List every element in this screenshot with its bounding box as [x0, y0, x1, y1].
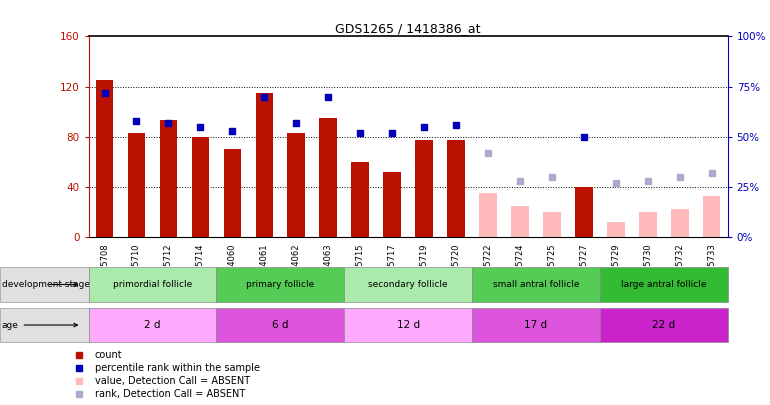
- Text: primordial follicle: primordial follicle: [113, 280, 192, 289]
- Bar: [256, 93, 273, 237]
- Text: percentile rank within the sample: percentile rank within the sample: [95, 363, 259, 373]
- Text: 6 d: 6 d: [272, 320, 289, 330]
- Text: value, Detection Call = ABSENT: value, Detection Call = ABSENT: [95, 376, 249, 386]
- Text: 2 d: 2 d: [144, 320, 161, 330]
- Bar: [159, 120, 177, 237]
- Bar: [607, 222, 624, 237]
- Text: rank, Detection Call = ABSENT: rank, Detection Call = ABSENT: [95, 389, 245, 399]
- Bar: [223, 149, 241, 237]
- Bar: [671, 209, 688, 237]
- Text: 12 d: 12 d: [397, 320, 420, 330]
- Bar: [575, 187, 593, 237]
- Text: 22 d: 22 d: [652, 320, 675, 330]
- Bar: [447, 141, 465, 237]
- Bar: [703, 196, 721, 237]
- Bar: [415, 141, 433, 237]
- Title: GDS1265 / 1418386_at: GDS1265 / 1418386_at: [336, 22, 480, 35]
- Text: primary follicle: primary follicle: [246, 280, 314, 289]
- Bar: [383, 172, 401, 237]
- Bar: [639, 212, 657, 237]
- Text: 17 d: 17 d: [524, 320, 547, 330]
- Text: development stage: development stage: [2, 280, 90, 289]
- Bar: [128, 133, 146, 237]
- Text: secondary follicle: secondary follicle: [368, 280, 448, 289]
- Bar: [95, 80, 113, 237]
- Bar: [320, 118, 337, 237]
- Text: small antral follicle: small antral follicle: [493, 280, 579, 289]
- Bar: [479, 193, 497, 237]
- Bar: [192, 137, 209, 237]
- Bar: [543, 212, 561, 237]
- Bar: [351, 162, 369, 237]
- Text: large antral follicle: large antral follicle: [621, 280, 707, 289]
- Bar: [287, 133, 305, 237]
- Bar: [511, 206, 529, 237]
- Text: count: count: [95, 350, 122, 360]
- Text: age: age: [2, 320, 78, 330]
